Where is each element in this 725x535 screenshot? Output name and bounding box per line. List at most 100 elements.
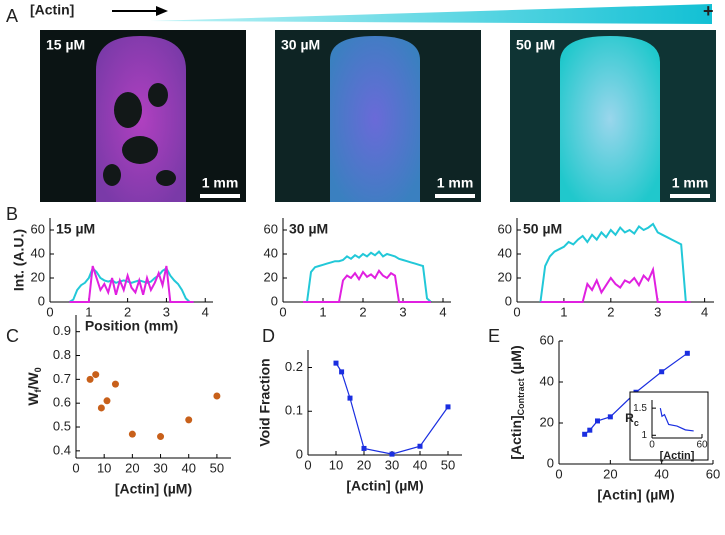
label-part: R — [625, 411, 634, 425]
x-axis-label: Position (mm) — [85, 318, 178, 334]
x-tick-label: 2 — [359, 304, 366, 319]
y-tick-label: 20 — [264, 269, 278, 284]
image-label: 30 µM — [281, 37, 320, 53]
x-tick-label: 20 — [357, 457, 371, 472]
marker — [607, 414, 613, 420]
label-part: W — [25, 392, 41, 406]
label-part: 0 — [33, 367, 43, 372]
marker — [417, 443, 423, 449]
void — [148, 83, 168, 107]
y-tick-label: 20 — [31, 269, 45, 284]
y-tick-label: 0.1 — [285, 403, 303, 418]
y-axis-label: Void Fraction — [257, 358, 273, 446]
scale-bar — [670, 194, 710, 198]
x-tick-label: 40 — [654, 466, 668, 481]
annotation: 15 µM — [56, 221, 95, 237]
marker — [347, 395, 353, 401]
x-tick-label: 50 — [210, 460, 224, 475]
x-axis-label: [Actin] (µM) — [597, 487, 674, 503]
annotation: 30 µM — [289, 221, 328, 237]
x-tick-label: 2 — [607, 304, 614, 319]
scale-bar — [200, 194, 240, 198]
x-axis-label: [Actin] — [660, 450, 695, 462]
x-tick-label: 30 — [153, 460, 167, 475]
point — [92, 371, 100, 379]
point — [86, 375, 94, 383]
label-part: /W — [25, 372, 41, 390]
scale-label: 1 mm — [437, 175, 474, 191]
x-tick-label: 3 — [399, 304, 406, 319]
label-part: c — [634, 418, 639, 428]
point — [185, 416, 193, 424]
x-tick-label: 0 — [555, 466, 562, 481]
inset-frame — [629, 391, 709, 461]
panel-letter: A — [6, 6, 18, 26]
y-tick-label: 20 — [540, 414, 554, 429]
marker — [582, 431, 588, 437]
label-part: (µM) — [508, 345, 524, 378]
y-tick-label: 40 — [264, 245, 278, 260]
y-axis-label: Int. (A.U.) — [11, 229, 27, 291]
marker — [659, 369, 665, 375]
point — [157, 433, 165, 441]
marker — [333, 360, 339, 366]
x-tick-label: 3 — [163, 304, 170, 319]
y-tick-label: 0.8 — [53, 347, 71, 362]
y-tick-label: 0.4 — [53, 442, 71, 457]
x-tick-label: 2 — [124, 304, 131, 319]
x-tick-label: 1 — [560, 304, 567, 319]
x-tick-label: 20 — [125, 460, 139, 475]
x-axis-label: [Actin] (µM) — [115, 481, 192, 497]
gradient-label: [Actin] — [30, 2, 74, 18]
image-label: 15 µM — [46, 37, 85, 53]
panel-letter: C — [6, 326, 19, 346]
void — [114, 92, 142, 128]
x-tick-label: 4 — [439, 304, 446, 319]
x-tick-label: 4 — [701, 304, 708, 319]
label-part: [Actin] — [508, 415, 524, 459]
x-tick-label: 0 — [649, 440, 655, 451]
point — [128, 430, 136, 438]
void — [103, 164, 121, 186]
scale-label: 1 mm — [672, 175, 709, 191]
label-part: Contract — [516, 378, 526, 415]
x-tick-label: 3 — [654, 304, 661, 319]
y-tick-label: 20 — [498, 269, 512, 284]
data-line — [68, 266, 194, 303]
gel — [96, 36, 186, 202]
marker — [587, 427, 593, 433]
marker — [684, 350, 690, 356]
x-tick-label: 30 — [385, 457, 399, 472]
panel-letter: D — [262, 326, 275, 346]
marker — [445, 404, 451, 410]
marker — [339, 369, 345, 375]
y-tick-label: 0 — [505, 293, 512, 308]
x-axis-label: [Actin] (µM) — [346, 478, 423, 494]
y-tick-label: 60 — [540, 332, 554, 347]
x-tick-label: 60 — [696, 440, 708, 451]
x-tick-label: 0 — [46, 304, 53, 319]
y-tick-label: 1 — [641, 430, 647, 441]
y-tick-label: 0 — [271, 293, 278, 308]
x-tick-label: 4 — [202, 304, 209, 319]
micrographs — [40, 30, 716, 202]
y-axis-label: [Actin]Contract (µM) — [508, 345, 527, 459]
y-axis-label: Wf/W0 — [25, 367, 44, 405]
y-tick-label: 40 — [540, 373, 554, 388]
data-line — [303, 269, 431, 303]
data-line — [539, 222, 691, 303]
y-tick-label: 0.9 — [53, 323, 71, 338]
y-tick-label: 60 — [264, 221, 278, 236]
y-tick-label: 1.5 — [633, 403, 647, 414]
data-line — [540, 265, 691, 303]
y-tick-label: 0.7 — [53, 371, 71, 386]
annotation: 50 µM — [523, 221, 562, 237]
x-tick-label: 10 — [97, 460, 111, 475]
x-tick-label: 0 — [513, 304, 520, 319]
scale-bar — [435, 194, 475, 198]
y-tick-label: 0 — [38, 293, 45, 308]
marker — [389, 451, 395, 457]
gradient-end: + — [703, 1, 714, 21]
y-tick-label: 40 — [31, 245, 45, 260]
